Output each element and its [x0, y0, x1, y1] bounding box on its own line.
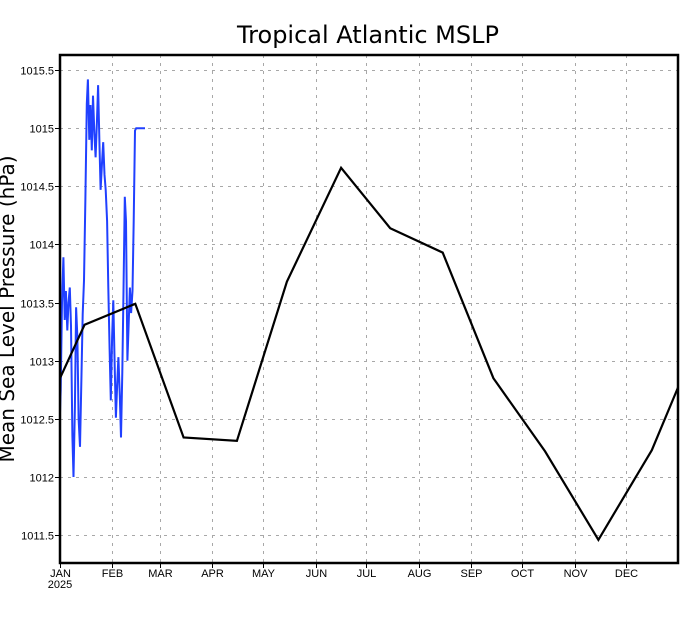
y-tick-label: 1014: [30, 240, 54, 252]
x-axis: JAN FEB MAR APR MAY JUN JUL AUG SEP OCT NOV DEC: [50, 563, 638, 580]
chart-title: Tropical Atlantic MSLP: [236, 21, 499, 49]
grid: [60, 55, 678, 563]
y-tick-label: 1013.5: [20, 299, 54, 311]
series-line-climatology: [59, 165, 680, 542]
series-line-2025: [59, 79, 145, 478]
x-tick-label: NOV: [564, 568, 589, 580]
x-tick-label: MAY: [252, 568, 276, 580]
x-tick-label: JAN: [50, 568, 71, 580]
x-tick-label: FEB: [102, 568, 123, 580]
y-tick-label: 1014.5: [20, 182, 54, 194]
y-tick-label: 1011.5: [21, 531, 54, 543]
y-tick-label: 1015.5: [20, 66, 54, 78]
y-axis: 1011.5 1012 1012.5 1013 1013.5 1014 1014.5 1015…: [20, 66, 60, 543]
x-tick-label: APR: [201, 568, 224, 580]
y-tick-label: 1012.5: [20, 415, 54, 427]
y-tick-label: 1015: [30, 124, 54, 136]
y-tick-label: 1012: [30, 473, 54, 485]
x-year-label: 2025: [48, 579, 72, 591]
x-tick-label: DEC: [615, 568, 638, 580]
y-axis-label: Mean Sea Level Pressure (hPa): [0, 155, 19, 462]
x-tick-label: JUN: [306, 568, 327, 580]
x-tick-label: SEP: [460, 568, 482, 580]
x-tick-label: OCT: [511, 568, 535, 580]
x-tick-label: AUG: [408, 568, 432, 580]
plot-frame: [58, 53, 680, 565]
series-layer: [59, 79, 680, 542]
x-tick-label: MAR: [148, 568, 173, 580]
y-tick-label: 1013: [30, 357, 54, 369]
x-tick-label: JUL: [357, 568, 377, 580]
